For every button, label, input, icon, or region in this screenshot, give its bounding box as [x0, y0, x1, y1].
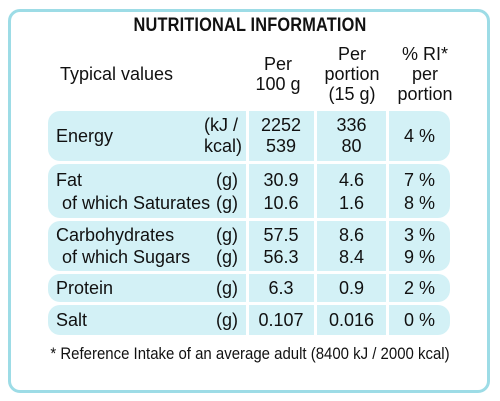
header-per-portion-line3: (15 g) — [328, 84, 376, 104]
fat-unit: (g) — [216, 170, 238, 190]
header-ri-line3: portion — [397, 84, 453, 104]
saturates-portion: 1.6 — [338, 193, 365, 213]
sugars-unit: (g) — [216, 247, 238, 267]
sugars-portion: 8.4 — [338, 247, 365, 267]
saturates-ri: 8 % — [403, 193, 436, 213]
row-name-saturates: of which Saturates — [62, 193, 211, 213]
sugars-per100: 56.3 — [263, 247, 299, 267]
table-title: NUTRITIONAL INFORMATION — [133, 15, 367, 36]
header-per-portion: Per portion (15 g) — [316, 44, 388, 104]
salt-per100: 0.107 — [258, 310, 304, 330]
fat-per100: 30.9 — [263, 170, 299, 190]
column-divider — [314, 111, 317, 335]
fat-portion: 4.6 — [338, 170, 365, 190]
energy-ri: 4 % — [403, 126, 436, 146]
carbohydrates-ri: 3 % — [403, 225, 436, 245]
row-name-fat: Fat — [56, 170, 83, 190]
energy-portion-kj: 336 — [336, 115, 367, 135]
salt-ri: 0 % — [403, 310, 436, 330]
row-name-energy: Energy — [56, 126, 114, 146]
energy-per100-kj: 2252 — [260, 115, 302, 135]
header-ri-line1: % RI* — [401, 44, 448, 64]
header-per-100g: Per 100 g — [248, 54, 308, 94]
carbohydrates-per100: 57.5 — [263, 225, 299, 245]
row-band-carbohydrates — [48, 221, 450, 271]
row-band-energy — [48, 111, 450, 161]
header-typical-values: Typical values — [60, 64, 174, 84]
row-band-fat — [48, 164, 450, 218]
carbohydrates-unit: (g) — [216, 225, 238, 245]
energy-per100-kcal: 539 — [265, 136, 297, 156]
energy-unit-kj: (kJ / — [204, 115, 238, 135]
sugars-ri: 9 % — [403, 247, 436, 267]
salt-unit: (g) — [216, 310, 238, 330]
fat-ri: 7 % — [403, 170, 436, 190]
protein-ri: 2 % — [403, 278, 436, 298]
row-name-protein: Protein — [56, 278, 114, 298]
row-name-sugars: of which Sugars — [62, 247, 191, 267]
row-name-carbohydrates: Carbohydrates — [56, 225, 175, 245]
header-per-100g-line1: Per — [263, 54, 292, 74]
row-band-protein — [48, 274, 450, 302]
protein-unit: (g) — [216, 278, 238, 298]
saturates-per100: 10.6 — [263, 193, 299, 213]
header-per-100g-line2: 100 g — [255, 74, 301, 94]
header-per-portion-line1: Per — [337, 44, 366, 64]
row-band-salt — [48, 305, 450, 335]
column-divider — [386, 111, 389, 335]
reference-intake-footnote: * Reference Intake of an average adult (… — [50, 344, 450, 363]
row-name-salt: Salt — [56, 310, 88, 330]
energy-unit-kcal: kcal) — [204, 136, 243, 156]
protein-per100: 6.3 — [268, 278, 294, 298]
protein-portion: 0.9 — [338, 278, 365, 298]
carbohydrates-portion: 8.6 — [338, 225, 365, 245]
saturates-unit: (g) — [216, 193, 238, 213]
energy-portion-kcal: 80 — [341, 136, 362, 156]
header-ri: % RI* per portion — [390, 44, 460, 104]
header-per-portion-line2: portion — [324, 64, 380, 84]
salt-portion: 0.016 — [328, 310, 375, 330]
header-ri-line2: per — [411, 64, 438, 84]
column-divider — [246, 111, 249, 335]
